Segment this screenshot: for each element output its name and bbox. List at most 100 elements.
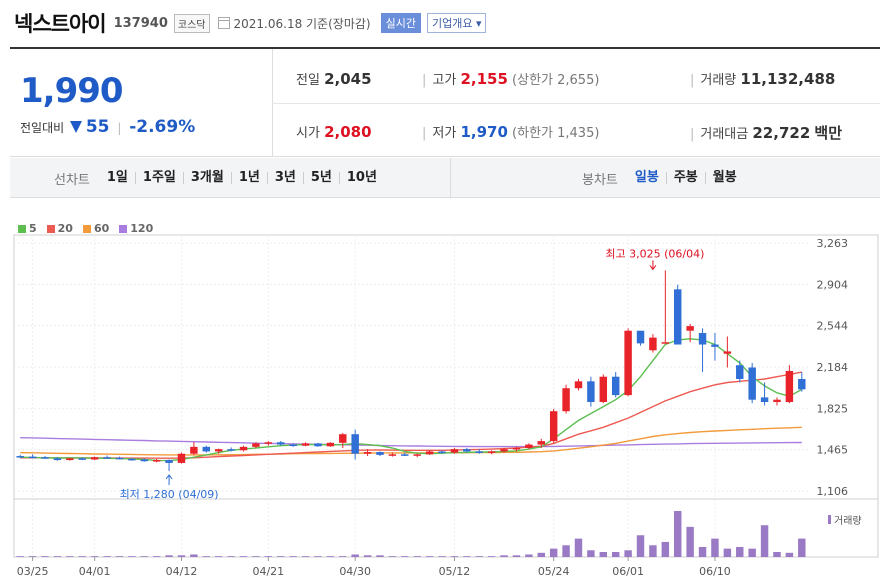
candle-body [711,344,719,347]
candle-body [214,449,223,452]
y-tick-label: 1,825 [817,402,849,415]
volume-bar [450,556,459,557]
x-tick-label: 04/12 [166,565,198,578]
candle-body [587,381,595,403]
volume-bar [264,556,273,557]
tab-3month[interactable]: 3개월 [182,171,231,184]
candle-body [252,443,260,447]
y-tick-label: 2,184 [817,361,849,374]
candle-body [177,453,186,463]
candle-body [661,342,670,344]
candlestick-chart[interactable]: 3,263 2,904 2,544 2,184 1,825 1,465 1,106 03/25… [0,215,880,585]
candle-body [401,454,409,456]
tab-1year[interactable]: 1년 [230,171,267,184]
candle-body [351,434,359,454]
tab-5year[interactable]: 5년 [302,171,339,184]
volume-bar [140,556,148,557]
candle-body [289,444,297,447]
volume-bar [28,556,37,557]
tab-daily[interactable]: 일봉 [634,170,659,185]
candle-body [723,351,732,354]
candle-body [152,460,161,462]
candle-body [413,454,421,456]
candle-body [239,446,248,451]
volume-bar [549,548,558,557]
volume-bar [599,551,608,557]
volume-legend-swatch [828,515,831,524]
tab-1day[interactable]: 1일 [106,170,128,185]
tab-1week[interactable]: 1주일 [134,171,183,184]
candle-body [698,333,707,345]
x-tick-label: 04/01 [79,565,111,578]
volume-bar [760,525,769,557]
divider: | [117,121,122,135]
tab-monthly[interactable]: 월봉 [704,171,744,184]
min-annotation: 최저 1,280 (04/09) [120,488,219,501]
candle-body [500,449,508,452]
volume-label: 거래량 [834,515,862,527]
tab-weekly[interactable]: 주봉 [665,171,705,184]
company-info-dropdown[interactable]: 기업개요 ▾ [426,13,487,33]
x-tick-label: 03/25 [17,565,49,578]
candle-body [388,454,397,456]
candle-body [649,337,657,351]
volume-bar [401,556,409,557]
volume-bar [562,545,570,557]
y-tick-label: 3,263 [817,237,849,250]
current-price: 1,990 [20,71,124,111]
candle-body [785,370,794,403]
volume-bar [103,556,111,557]
volume-bar [574,538,583,557]
max-annotation: 최고 3,025 (06/04) [605,247,704,260]
candle-body [53,458,62,461]
change-percent: -2.69% [129,117,196,137]
candle-body [16,456,24,458]
volume-bar [736,546,744,557]
volume-bar [512,555,521,557]
candle-body [562,388,570,412]
volume-bar [698,546,707,557]
base-date: 2021.06.18 기준(장마감) [233,16,371,31]
candle-body [438,451,446,453]
volume-bar [537,552,545,557]
candle-body [140,459,148,462]
volume-bar [351,554,359,557]
calendar-icon [217,17,230,29]
volume-bar [711,538,719,557]
volume-bar [165,555,173,557]
tab-3year[interactable]: 3년 [266,171,303,184]
trade-amount: | 거래대금 22,722 백만 [690,124,843,142]
candle-body [549,411,558,442]
candle-body [264,442,273,444]
volume-bar [301,556,310,557]
volume-bar [177,555,186,557]
tab-10year[interactable]: 10년 [338,171,384,184]
candle-body [227,449,235,451]
ma20-line [20,371,802,459]
ma5-line [20,338,803,462]
volume-bar [500,555,508,557]
y-tick-label: 2,544 [817,320,849,333]
y-tick-label: 2,904 [817,278,849,291]
x-tick-label: 04/21 [252,565,284,578]
candle-body [798,379,806,390]
candle-body [128,458,136,461]
prev-close: 전일 2,045 [296,70,372,88]
volume-bar [190,554,198,557]
volume-bar [363,555,372,557]
realtime-button[interactable]: 실시간 [380,13,421,33]
volume-bar [525,554,533,557]
x-tick-label: 06/10 [699,565,731,578]
volume-bar [152,556,161,557]
open-price: 시가 2,080 [296,123,372,141]
volume-bar [413,556,421,557]
candle-body [90,457,99,460]
candle-body [450,449,459,453]
volume-bar [339,556,347,557]
volume-bar [798,538,806,557]
candle-body [376,452,384,455]
volume-bar [252,556,260,557]
candle-body [611,376,620,396]
candle-body [301,443,310,446]
volume-bar [53,556,62,557]
